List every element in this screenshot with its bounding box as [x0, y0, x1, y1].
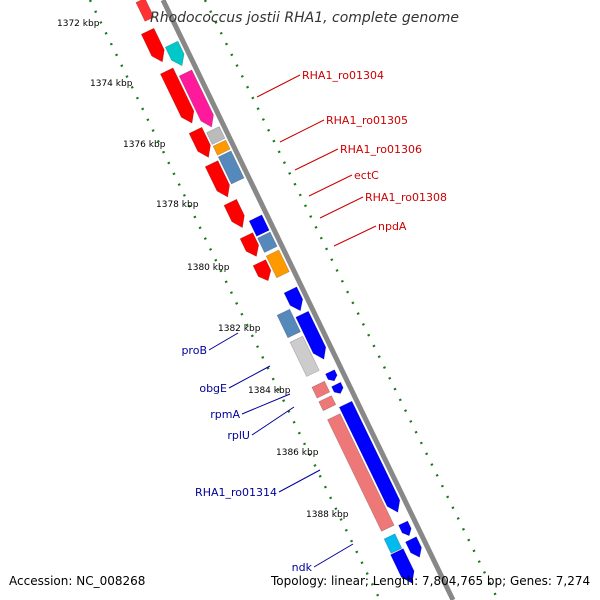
gene-label-reverse[interactable]: rpmA — [210, 408, 240, 421]
ruler-tick-label: 1386 kbp — [276, 448, 319, 458]
leader-line-reverse — [228, 365, 271, 389]
leader-line-forward — [319, 196, 364, 219]
leader-line-reverse — [278, 469, 321, 493]
ruler-tick-label: 1384 kbp — [248, 386, 291, 396]
gene-label-reverse[interactable]: obgE — [199, 382, 227, 395]
gene-feature[interactable] — [252, 259, 272, 282]
leader-line-reverse — [313, 543, 354, 568]
gene-label-reverse[interactable]: proB — [181, 344, 207, 357]
leader-line-forward — [294, 148, 339, 171]
gene-feature[interactable] — [331, 381, 344, 394]
gene-feature[interactable] — [338, 400, 401, 513]
gene-feature[interactable] — [390, 548, 415, 584]
gene-feature[interactable] — [289, 335, 320, 377]
gene-feature[interactable] — [178, 69, 214, 128]
gene-label-forward[interactable]: RHA1_ro01304 — [302, 69, 384, 82]
gene-label-reverse[interactable]: RHA1_ro01314 — [195, 486, 277, 499]
genome-backbone — [160, 0, 456, 600]
leader-line-reverse — [251, 406, 295, 436]
ruler-tick-label: 1388 kbp — [306, 510, 349, 520]
backbone-line — [160, 0, 456, 600]
leader-line-forward — [308, 174, 353, 197]
genes-layer — [135, 0, 422, 584]
gene-feature[interactable] — [265, 249, 290, 279]
gene-feature[interactable] — [159, 67, 195, 124]
ruler-tick-label: 1378 kbp — [156, 200, 199, 210]
gene-feature[interactable] — [239, 232, 260, 257]
gene-label-reverse[interactable]: rplU — [227, 429, 250, 442]
leader-line-forward — [279, 119, 325, 143]
gene-feature[interactable] — [325, 369, 338, 382]
gene-label-forward[interactable]: RHA1_ro01305 — [326, 114, 408, 127]
gene-label-reverse[interactable]: ndk — [292, 561, 313, 574]
gene-feature[interactable] — [212, 139, 231, 156]
gene-feature[interactable] — [248, 214, 270, 237]
gene-label-forward[interactable]: npdA — [378, 220, 407, 233]
gene-feature[interactable] — [383, 533, 403, 554]
leader-line-forward — [256, 74, 301, 98]
gene-feature[interactable] — [318, 395, 337, 412]
genome-title: Rhodococcus jostii RHA1, complete genome — [150, 10, 460, 26]
gene-feature[interactable] — [206, 126, 226, 145]
scale-dot-line-1 — [203, 0, 500, 600]
gene-feature[interactable] — [135, 0, 155, 22]
gene-feature[interactable] — [405, 536, 422, 558]
ruler-tick-label: 1380 kbp — [187, 263, 230, 273]
gene-feature[interactable] — [311, 380, 331, 399]
ruler-tick-label: 1376 kbp — [123, 140, 166, 150]
gene-labels: RHA1_ro01304 RHA1_ro01305 RHA1_ro01306 ectC… — [181, 69, 447, 574]
leader-line-forward — [333, 225, 377, 247]
leader-line-reverse — [241, 393, 291, 415]
gene-feature[interactable] — [327, 413, 395, 532]
ruler-tick-labels: 1372 kbp 1374 kbp 1376 kbp 1378 kbp 1380 kbp… — [57, 19, 349, 520]
gene-label-forward[interactable]: RHA1_ro01308 — [365, 191, 447, 204]
gene-feature[interactable] — [295, 310, 327, 360]
gene-feature[interactable] — [257, 231, 278, 253]
gene-feature[interactable] — [204, 160, 230, 198]
gene-feature[interactable] — [398, 520, 412, 537]
topology-text: Topology: linear; Length: 7,804,765 bp; … — [271, 574, 591, 588]
gene-feature[interactable] — [283, 286, 304, 312]
ruler-tick-label: 1372 kbp — [57, 19, 100, 29]
gene-label-forward[interactable]: RHA1_ro01306 — [340, 143, 422, 156]
gene-feature[interactable] — [188, 126, 211, 158]
gene-feature[interactable] — [276, 308, 301, 339]
leader-line-reverse — [208, 332, 239, 351]
gene-feature[interactable] — [164, 40, 185, 67]
gene-feature[interactable] — [140, 27, 165, 63]
ruler-tick-label: 1374 kbp — [90, 79, 133, 89]
accession-text: Accession: NC_008268 — [9, 574, 146, 588]
gene-feature[interactable] — [223, 198, 245, 229]
label-leader-lines — [208, 74, 377, 568]
gene-feature[interactable] — [217, 150, 245, 185]
ruler-tick-label: 1382 kbp — [218, 324, 261, 334]
gene-label-forward[interactable]: ectC — [354, 169, 379, 182]
